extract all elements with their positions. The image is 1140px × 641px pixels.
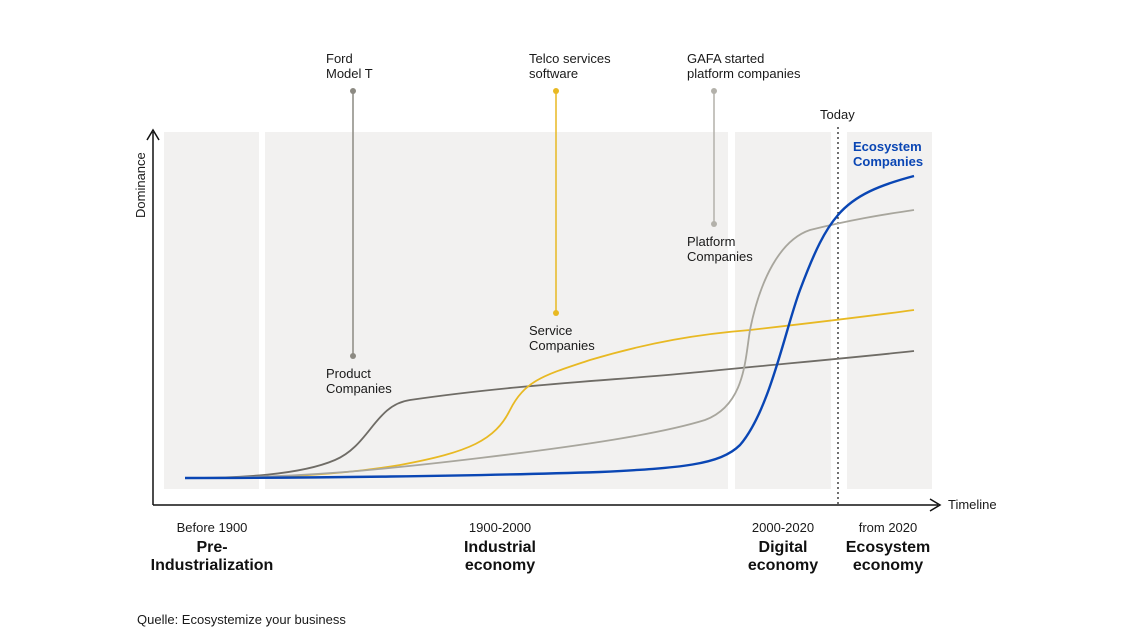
product-companies-curve bbox=[184, 350, 915, 479]
era-panel-industrial bbox=[265, 132, 728, 489]
svg-text:economy: economy bbox=[853, 557, 923, 574]
svg-text:Industrialization: Industrialization bbox=[151, 557, 274, 574]
milestone-gafa-marker bbox=[711, 88, 717, 227]
svg-text:economy: economy bbox=[748, 557, 818, 574]
product-companies-label: Product Companies bbox=[326, 366, 392, 396]
milestone-ford-label: Ford Model T bbox=[326, 51, 373, 81]
svg-text:Pre-: Pre- bbox=[196, 539, 227, 556]
era-ecosystem-economy: from 2020 Ecosystem economy bbox=[846, 520, 931, 574]
source-note: Quelle: Ecosystemize your business bbox=[137, 612, 346, 627]
y-axis bbox=[146, 128, 160, 505]
y-axis-label: Dominance bbox=[133, 152, 148, 218]
platform-companies-label: Platform Companies bbox=[687, 234, 753, 264]
svg-text:Ecosystem: Ecosystem bbox=[846, 539, 931, 556]
service-companies-label: Service Companies bbox=[529, 323, 595, 353]
x-axis-label: Timeline bbox=[948, 497, 997, 512]
svg-text:Before 1900: Before 1900 bbox=[177, 520, 248, 535]
svg-text:Industrial: Industrial bbox=[464, 539, 536, 556]
milestone-telco-marker bbox=[553, 88, 559, 316]
milestone-ford-marker bbox=[350, 88, 356, 359]
era-industrial-economy: 1900-2000 Industrial economy bbox=[464, 520, 536, 574]
svg-text:economy: economy bbox=[465, 557, 535, 574]
milestone-gafa-label: GAFA started platform companies bbox=[687, 51, 801, 81]
svg-text:1900-2000: 1900-2000 bbox=[469, 520, 531, 535]
platform-companies-curve bbox=[184, 209, 915, 479]
ecosystem-companies-label: Ecosystem Companies bbox=[853, 139, 925, 169]
today-label: Today bbox=[820, 107, 855, 122]
era-panel-pre-industrial bbox=[164, 132, 259, 489]
ecosystem-companies-curve bbox=[184, 174, 915, 480]
milestone-telco-label: Telco services software bbox=[529, 51, 614, 81]
svg-text:2000-2020: 2000-2020 bbox=[752, 520, 814, 535]
era-pre-industrialization: Before 1900 Pre- Industrialization bbox=[151, 520, 274, 574]
era-panel-ecosystem bbox=[847, 132, 932, 489]
era-panel-digital bbox=[735, 132, 831, 489]
svg-text:Digital: Digital bbox=[759, 539, 808, 556]
x-axis bbox=[153, 498, 942, 512]
era-digital-economy: 2000-2020 Digital economy bbox=[748, 520, 818, 574]
svg-text:from 2020: from 2020 bbox=[859, 520, 918, 535]
